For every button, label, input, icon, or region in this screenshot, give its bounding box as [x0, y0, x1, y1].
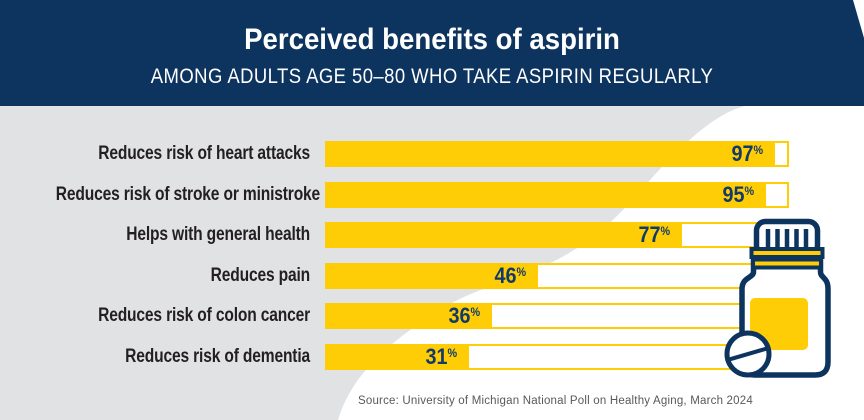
bar-row: Reduces risk of heart attacks 97% [0, 141, 789, 167]
bar-label: Reduces risk of heart attacks [98, 143, 311, 164]
bar-fill: 77% [325, 222, 683, 248]
pill-score-line [727, 345, 769, 363]
bar-track: 77% [325, 222, 789, 248]
bar-label: Reduces risk of stroke or ministroke [55, 183, 321, 205]
header-corner-notch [853, 0, 864, 38]
bar-label: Reduces pain [210, 264, 310, 286]
bar-row: Reduces risk of colon cancer 36% [0, 303, 789, 329]
bottle-label [750, 298, 808, 350]
bar-value: 31% [425, 343, 457, 369]
chart-subtitle: AMONG ADULTS AGE 50–80 WHO TAKE ASPIRIN … [150, 65, 714, 88]
percent-sign: % [660, 224, 671, 238]
bar-track: 31% [325, 343, 789, 370]
bar-fill: 46% [325, 262, 539, 289]
bar-fill: 97% [325, 141, 776, 167]
bar-value: 97% [731, 141, 764, 166]
percent-sign: % [753, 143, 764, 157]
bar-track: 46% [325, 262, 789, 289]
bar-row: Reduces risk of dementia 31% [0, 343, 789, 370]
bar-value: 77% [638, 222, 671, 247]
bar-fill: 95% [325, 181, 766, 208]
bar-row: Reduces risk of stroke or ministroke 95% [0, 181, 789, 208]
bar-row: Reduces pain 46% [0, 262, 789, 289]
bar-fill: 31% [325, 343, 469, 370]
bar-label: Reduces risk of dementia [125, 345, 310, 367]
neck-ring [749, 247, 825, 259]
percent-sign: % [744, 183, 754, 198]
bar-value: 36% [448, 303, 481, 328]
cap-ridges [765, 229, 809, 247]
bar-value: 46% [494, 262, 527, 288]
bar-value: 95% [722, 181, 754, 207]
aspirin-bottle-icon [724, 218, 831, 378]
percent-sign: % [447, 345, 457, 360]
bar-track: 36% [325, 303, 789, 329]
bar-label: Helps with general health [126, 224, 310, 245]
percent-sign: % [516, 264, 527, 279]
bar-track: 97% [325, 141, 789, 167]
source-credit: Source: University of Michigan National … [358, 395, 753, 407]
bar-label: Reduces risk of colon cancer [98, 305, 310, 326]
neck-ring [751, 257, 823, 270]
bar-track: 95% [325, 181, 789, 208]
header: Perceived benefits of aspirin AMONG ADUL… [0, 0, 864, 106]
bar-row: Helps with general health 77% [0, 222, 789, 248]
chart-title: Perceived benefits of aspirin [244, 23, 620, 56]
percent-sign: % [470, 305, 481, 319]
bar-fill: 36% [325, 303, 493, 329]
bar-chart: Reduces risk of heart attacks 97% Reduce… [0, 141, 789, 370]
